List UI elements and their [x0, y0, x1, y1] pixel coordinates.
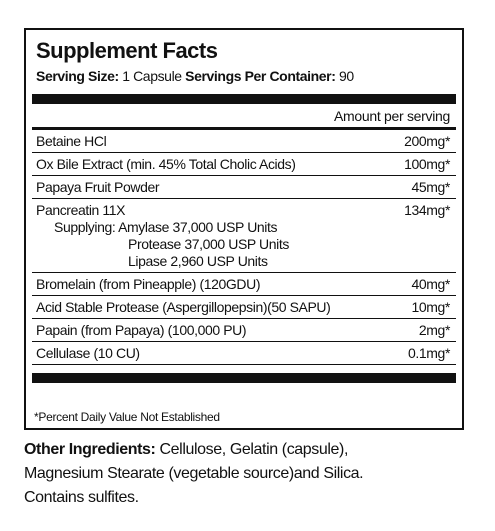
row: Papain (from Papaya) (100,000 PU) 2mg*	[32, 319, 456, 342]
ingredient-amount: 100mg*	[404, 156, 450, 172]
other-line: Magnesium Stearate (vegetable source)and…	[24, 465, 364, 482]
row: Pancreatin 11X 134mg* Supplying: Amylase 3…	[32, 199, 456, 273]
supplying-item: Protease 37,000 USP Units	[128, 236, 289, 252]
rows: Betaine HCl 200mg* Ox Bile Extract (min. 4…	[32, 130, 456, 365]
footnote: *Percent Daily Value Not Established	[34, 410, 220, 424]
ingredient-amount: 2mg*	[418, 322, 450, 338]
serving-info: Serving Size: 1 Capsule Servings Per Con…	[36, 68, 354, 84]
ingredient-name: Acid Stable Protease (Aspergillopepsin)(…	[36, 299, 331, 315]
serving-size-label: Serving Size:	[36, 68, 119, 84]
row: Betaine HCl 200mg*	[32, 130, 456, 153]
supplying-item: Amylase 37,000 USP Units	[118, 219, 278, 235]
supplying-line: Supplying: Amylase 37,000 USP Units	[36, 219, 452, 236]
row: Cellulase (10 CU) 0.1mg*	[32, 342, 456, 365]
other-label: Other Ingredients:	[24, 441, 156, 458]
ingredient-name: Betaine HCl	[36, 133, 107, 149]
thick-rule	[32, 94, 456, 104]
ingredient-amount: 0.1mg*	[408, 345, 450, 361]
ingredient-name: Papaya Fruit Powder	[36, 179, 160, 195]
supplying-item: Lipase 2,960 USP Units	[128, 253, 268, 269]
ingredient-name: Papain (from Papaya) (100,000 PU)	[36, 322, 247, 338]
rule	[32, 127, 456, 130]
other-ingredients: Other Ingredients: Cellulose, Gelatin (c…	[24, 438, 364, 510]
facts-panel: Supplement Facts Serving Size: 1 Capsule…	[24, 28, 464, 430]
amount-header: Amount per serving	[334, 108, 450, 124]
ingredient-amount: 200mg*	[404, 133, 450, 149]
title: Supplement Facts	[36, 38, 218, 63]
ingredient-name: Bromelain (from Pineapple) (120GDU)	[36, 276, 261, 292]
ingredient-name: Pancreatin 11X	[36, 202, 126, 218]
ingredient-amount: 10mg*	[411, 299, 451, 315]
row: Papaya Fruit Powder 45mg*	[32, 176, 456, 199]
thick-rule	[32, 373, 456, 383]
supplying-line: Lipase 2,960 USP Units	[36, 253, 452, 270]
row: Bromelain (from Pineapple) (120GDU) 40mg*	[32, 273, 456, 296]
other-line: Contains sulfites.	[24, 489, 139, 506]
ingredient-name: Ox Bile Extract (min. 45% Total Cholic A…	[36, 156, 296, 172]
servings-label: Servings Per Container:	[185, 68, 336, 84]
servings-value: 90	[338, 68, 354, 84]
other-line: Cellulose, Gelatin (capsule),	[159, 441, 349, 458]
row: Acid Stable Protease (Aspergillopepsin)(…	[32, 296, 456, 319]
row: Ox Bile Extract (min. 45% Total Cholic A…	[32, 153, 456, 176]
ingredient-amount: 40mg*	[411, 276, 451, 292]
supplying-label: Supplying:	[54, 219, 116, 235]
ingredient-name: Cellulase (10 CU)	[36, 345, 140, 361]
ingredient-amount: 134mg*	[404, 202, 450, 218]
serving-size-value: 1 Capsule	[122, 68, 182, 84]
ingredient-amount: 45mg*	[411, 179, 451, 195]
supplying-line: Protease 37,000 USP Units	[36, 236, 452, 253]
